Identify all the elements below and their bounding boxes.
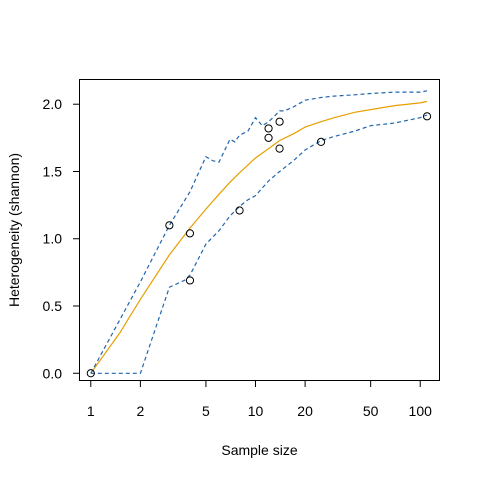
y-tick-label: 0.0 [43,365,63,381]
data-point [275,117,284,126]
y-tick-label: 1.0 [43,231,63,247]
series-layer [90,90,428,374]
x-axis-label: Sample size [221,442,297,458]
x-tick-label: 10 [248,403,264,419]
y-axis: 0.0 0.5 1.0 1.5 2.0 [43,96,80,381]
series-line-lower [90,114,428,374]
data-point [316,137,326,146]
plot-frame [79,79,440,381]
y-tick-label: 1.5 [43,163,63,179]
x-tick-label: 20 [297,403,313,419]
y-tick-label: 0.5 [43,298,63,314]
series-line-upper [90,90,428,374]
data-point [185,276,195,285]
data-point [86,369,95,378]
x-tick-label: 50 [363,403,379,419]
y-axis-label: Heterogeneity (shannon) [6,153,22,307]
y-tick-label: 2.0 [43,96,63,112]
data-point [264,133,273,142]
x-tick-label: 1 [87,403,95,419]
data-point [185,229,195,238]
data-point [264,124,273,133]
data-point [422,112,432,121]
data-point [275,144,284,153]
data-point [165,221,174,230]
data-point [235,206,244,215]
x-tick-label: 2 [136,403,144,419]
x-tick-label: 100 [409,403,433,419]
x-tick-label: 5 [202,403,210,419]
x-axis: 1 2 5 10 20 50 100 [87,380,432,419]
points-layer [86,112,432,378]
series-line-mean [90,100,428,374]
